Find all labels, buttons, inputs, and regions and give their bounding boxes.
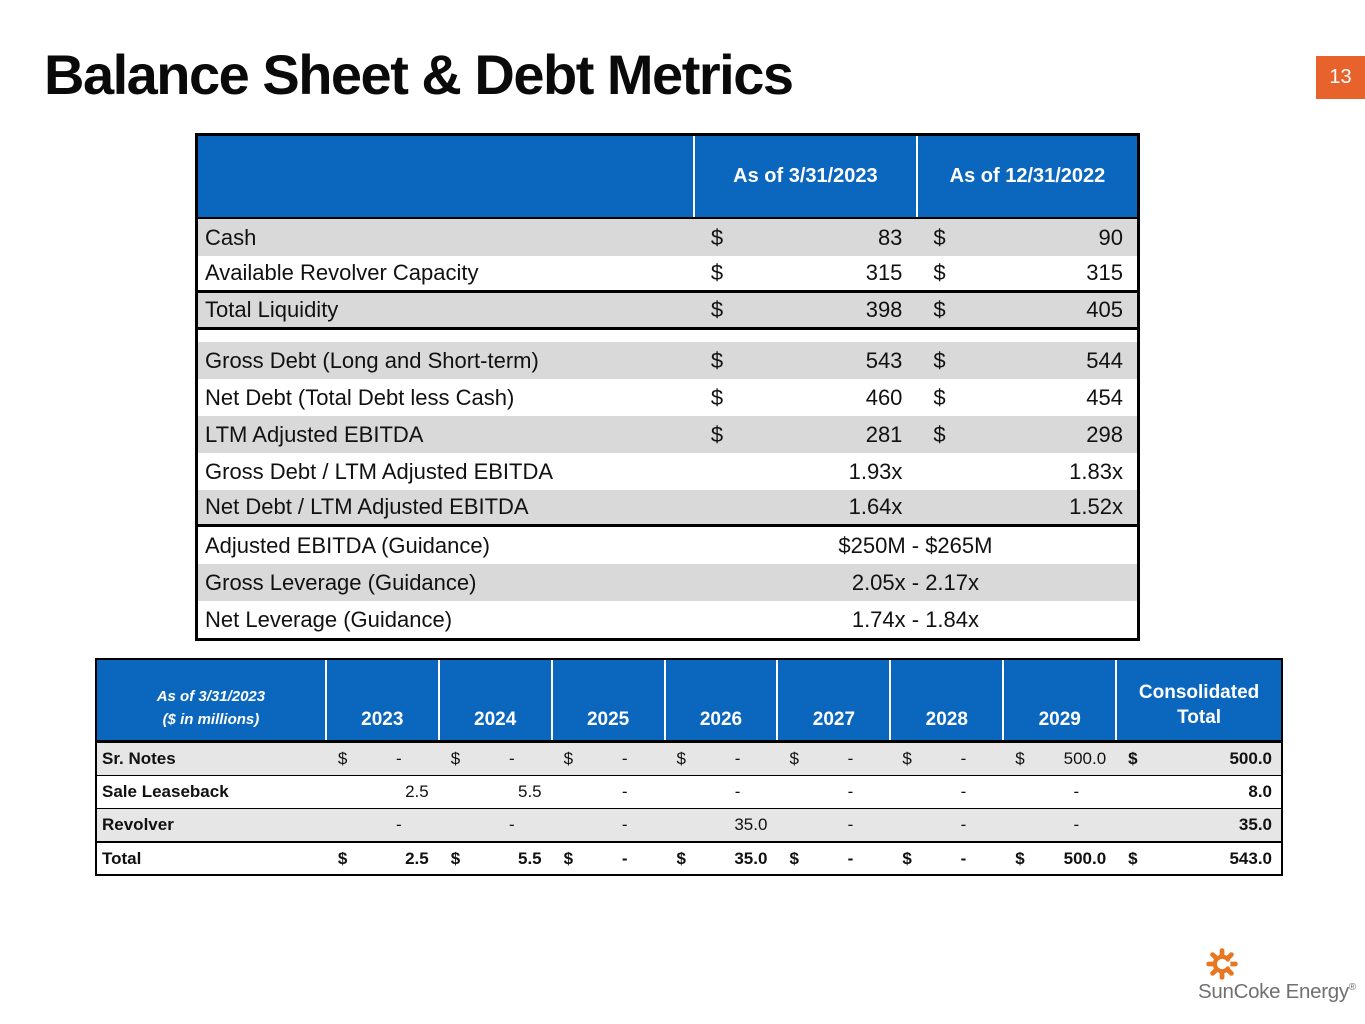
table-row-gross-leverage-guidance: Gross Leverage (Guidance) 2.05x - 2.17x: [198, 564, 1137, 601]
section-spacer: [198, 330, 1137, 342]
maturity-table-header: As of 3/31/2023 ($ in millions) 2023 202…: [97, 660, 1281, 742]
header-col-2023: As of 3/31/2023: [692, 136, 916, 217]
table-row-cash: Cash $83 $90: [198, 219, 1137, 256]
table-row-gross-debt: Gross Debt (Long and Short-term) $543 $5…: [198, 342, 1137, 379]
header-year-2029: 2029: [1002, 660, 1115, 740]
suncoke-logo: SunCoke Energy®: [1198, 948, 1356, 1004]
table-row-ebitda-guidance: Adjusted EBITDA (Guidance) $250M - $265M: [205, 532, 993, 558]
logo-text: SunCoke Energy®: [1198, 980, 1356, 1003]
header-corner-cell: As of 3/31/2023 ($ in millions): [156, 688, 266, 728]
table-row-ltm-ebitda: LTM Adjusted EBITDA $281 $298: [198, 416, 1137, 453]
table-row-net-debt: Net Debt (Total Debt less Cash) $460 $45…: [205, 384, 1123, 410]
header-empty-cell: [198, 136, 693, 217]
table-row-total-liquidity: Total Liquidity $398 $405: [198, 293, 1137, 330]
page-number-badge: 13: [1316, 56, 1365, 99]
table-row-sale-leaseback: Sale Leaseback 2.5 5.5 - - - - - 8.0: [97, 775, 1281, 808]
header-year-2028: 2028: [889, 660, 1002, 740]
header-year-2026: 2026: [663, 660, 777, 740]
table-row-available-revolver: Available Revolver Capacity $315 $315: [198, 256, 1137, 293]
registered-mark: ®: [1348, 982, 1356, 994]
header-year-2027: 2027: [776, 660, 889, 740]
header-year-2025: 2025: [550, 660, 664, 740]
balance-table-header: As of 3/31/2023 As of 12/31/2022: [198, 136, 1137, 219]
table-row-gross-debt-ratio: Gross Debt / LTM Adjusted EBITDA 1.93x 1…: [205, 458, 1123, 484]
header-year-2023: 2023: [324, 660, 438, 740]
header-year-2024: 2024: [437, 660, 551, 740]
table-row-revolver: Revolver - - - 35.0 - - - 35.0: [97, 808, 1281, 841]
debt-maturity-table: As of 3/31/2023 ($ in millions) 2023 202…: [95, 658, 1283, 876]
header-consolidated-total: Consolidated Total: [1115, 660, 1281, 740]
balance-sheet-table: As of 3/31/2023 As of 12/31/2022 Cash $8…: [195, 133, 1140, 641]
table-row-net-leverage-guidance: Net Leverage (Guidance) 1.74x - 1.84x: [205, 606, 980, 632]
header-col-2022: As of 12/31/2022: [915, 136, 1137, 217]
table-row-sr-notes: Sr. Notes $ - $ - $ - $ - $ - $ - $500.0 $500.…: [97, 742, 1281, 775]
page-number: 13: [1329, 66, 1352, 88]
sun-icon: [1206, 948, 1238, 980]
table-row-net-debt-ratio: Net Debt / LTM Adjusted EBITDA 1.64x 1.5…: [198, 490, 1137, 527]
table-row-total: Total $2.5 $5.5 $ - $35.0 $ - $ - $500.0 $5…: [97, 841, 1281, 874]
page-title: Balance Sheet & Debt Metrics: [44, 43, 794, 106]
